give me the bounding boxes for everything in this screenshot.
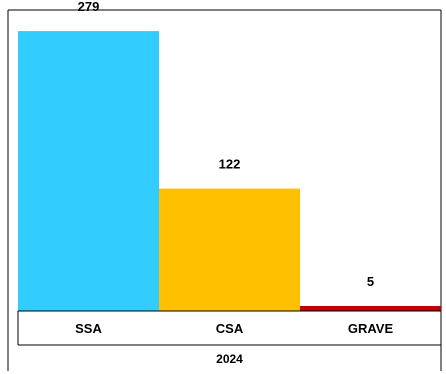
bar-csa bbox=[159, 188, 300, 311]
data-label-csa: 122 bbox=[219, 157, 241, 172]
category-axis: SSA CSA GRAVE 2024 bbox=[17, 310, 442, 371]
category-label-csa: CSA bbox=[216, 321, 244, 336]
data-labels-group: 279 122 5 bbox=[78, 0, 374, 289]
category-label-grave: GRAVE bbox=[348, 321, 394, 336]
data-label-ssa: 279 bbox=[78, 0, 100, 14]
bars-group bbox=[18, 31, 441, 311]
data-label-grave: 5 bbox=[367, 274, 374, 289]
chart-frame bbox=[7, 9, 442, 371]
category-label-ssa: SSA bbox=[75, 321, 102, 336]
bar-ssa bbox=[18, 31, 159, 311]
bar-grave bbox=[300, 305, 441, 311]
group-label: 2024 bbox=[216, 352, 243, 366]
